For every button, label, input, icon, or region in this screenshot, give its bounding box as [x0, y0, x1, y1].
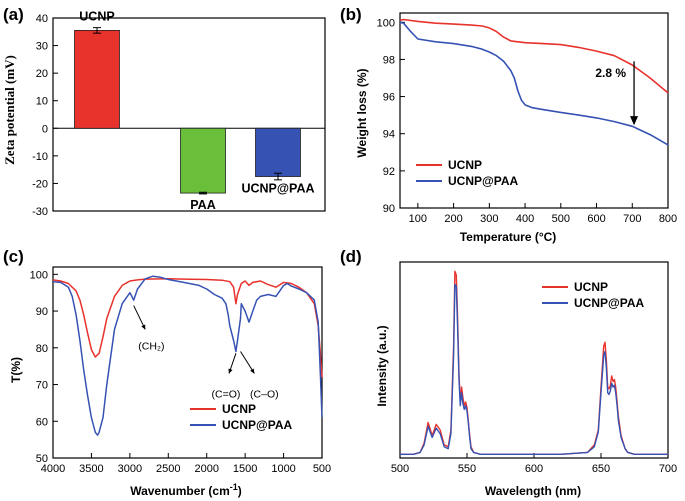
panel-b-series-line-0 — [399, 18, 669, 94]
panel-b-ylabel: Weight loss (%) — [355, 68, 369, 157]
panel-b-xtick-label: 700 — [623, 213, 641, 225]
panel-b-legend-label-1: UCNP@PAA — [448, 174, 518, 188]
panel-c-axes-frame — [52, 266, 323, 459]
panel-a-ytick-label: 30 — [36, 41, 48, 53]
panel-d-legend-label-1: UCNP@PAA — [574, 296, 644, 310]
panel-c-ytick-label: 70 — [36, 380, 48, 392]
panel-a-ytick-label: 0 — [42, 123, 48, 135]
panel-c-ytick-label: 90 — [36, 306, 48, 318]
panel-c-ytick-label: 80 — [36, 343, 48, 355]
panel-d-legend-label-0: UCNP — [574, 280, 608, 294]
panel-c-xtick-label: 4000 — [41, 463, 65, 475]
panel-c-annotation-ch2: (CH₂) — [138, 341, 164, 353]
panel-b-ytick-label: 92 — [383, 166, 395, 178]
panel-d-plot-area: 500 550 600 650 700 UCNP UCNP@PAA — [391, 261, 677, 475]
panel-c-annotation-ch2-arrow-head — [141, 324, 146, 330]
panel-b-ytick-label: 96 — [383, 92, 395, 104]
panel-b-xtick-label: 200 — [444, 213, 462, 225]
panel-b-xtick-label: 800 — [659, 213, 677, 225]
panel-c-label: (c) — [3, 247, 24, 266]
panel-d-label: (d) — [340, 247, 362, 266]
panel-a-bar-0 — [74, 30, 120, 129]
panel-c-annotation-c-o-arrow-head — [250, 368, 255, 374]
panel-c-ytick-label: 60 — [36, 416, 48, 428]
panel-b-xtick-label: 500 — [552, 213, 570, 225]
panel-b-axes-frame — [399, 12, 669, 209]
panel-c-series-line-1 — [52, 275, 323, 436]
panel-d-series-line-1 — [400, 283, 668, 455]
panel-c-xlabel-end: ) — [238, 484, 242, 498]
panel-b-label: (b) — [340, 5, 362, 24]
panel-c-legend-label-1: UCNP@PAA — [222, 418, 292, 432]
panel-b-annotation-arrowhead — [630, 116, 639, 126]
panel-a-ytick-label: -10 — [32, 151, 48, 163]
panel-a-ytick-label: 20 — [36, 68, 48, 80]
panel-c-annotation-co: (C=O) — [211, 388, 240, 400]
panel-a-zeta-potential: (a) Zeta potential (mV) -30 -20 -10 0 10 20 30… — [2, 5, 326, 218]
panel-a-axes-frame — [52, 17, 326, 212]
panel-a-bar-label-0: UCNP — [79, 9, 114, 23]
panel-c-plot-area: 4000 3500 3000 2500 2000 1500 1000 500 50 60 70 80 9… — [30, 266, 331, 475]
panel-a-bar-1 — [180, 127, 226, 194]
panel-c-ytick-label: 50 — [36, 453, 48, 465]
panel-c-annotation-c-o: (C–O) — [250, 388, 279, 400]
panel-d-axes-frame — [399, 261, 669, 459]
panel-a-bar-2 — [255, 127, 301, 177]
panel-c-xtick-label: 2000 — [194, 463, 218, 475]
panel-b-tga: (b) Weight loss (%) Temperature (°C) 100… — [340, 5, 677, 244]
panel-a-ytick-label: -30 — [32, 206, 48, 218]
panel-c-xtick-label: 1500 — [233, 463, 257, 475]
panel-c-xtick-label: 500 — [313, 463, 331, 475]
panel-c-xlabel-sup: -1 — [230, 482, 238, 492]
panel-b-legend-label-0: UCNP — [448, 158, 482, 172]
panel-b-xlabel: Temperature (°C) — [460, 230, 557, 244]
panel-c-ftir: (c) T(%) Wavenumber (cm-1) 4000 3500 3000 2… — [3, 247, 331, 498]
panel-b-xtick-label: 300 — [480, 213, 498, 225]
panel-c-xtick-label: 3000 — [118, 463, 142, 475]
panel-a-bar-label-1: PAA — [190, 198, 215, 212]
panel-b-series-line-1 — [399, 21, 669, 146]
panel-d-xtick-label: 550 — [458, 463, 476, 475]
panel-a-ytick-label: 40 — [36, 13, 48, 25]
panel-a-ytick-label: -20 — [32, 178, 48, 190]
panel-b-ytick-label: 94 — [383, 129, 395, 141]
panel-c-xtick-label: 2500 — [156, 463, 180, 475]
panel-b-ytick-label: 98 — [383, 54, 395, 66]
panel-c-xlabel-main: Wavenumber (cm — [130, 484, 230, 498]
panel-c-xlabel: Wavenumber (cm-1) — [130, 482, 242, 498]
panel-d-luminescence: (d) Intensity (a.u.) Wavelength (nm) 500… — [340, 247, 677, 498]
panel-d-xtick-label: 500 — [391, 463, 409, 475]
panel-a-bar-label-2: UCNP@PAA — [241, 182, 314, 196]
panel-c-ytick-label: 100 — [30, 269, 48, 281]
panel-a-plot-area: -30 -20 -10 0 10 20 30 40 UCNP PAA UCNP@PAA — [32, 9, 326, 218]
panel-a-ylabel: Zeta potential (mV) — [2, 55, 17, 165]
panel-b-annotation-label: 2.8 % — [595, 66, 626, 80]
panel-c-annotation-co-arrow-head — [228, 368, 233, 374]
panel-d-ylabel: Intensity (a.u.) — [375, 325, 389, 406]
panel-c-legend-label-0: UCNP — [222, 402, 256, 416]
panel-b-xtick-label: 100 — [409, 213, 427, 225]
panel-c-ylabel: T(%) — [9, 357, 23, 383]
panel-b-ytick-label: 90 — [383, 203, 395, 215]
panel-b-xtick-label: 600 — [587, 213, 605, 225]
panel-a-label: (a) — [3, 5, 24, 24]
panel-c-xtick-label: 1000 — [271, 463, 295, 475]
panel-c-xtick-label: 3500 — [79, 463, 103, 475]
panel-a-ytick-label: 10 — [36, 96, 48, 108]
panel-d-xtick-label: 650 — [592, 463, 610, 475]
panel-b-ytick-label: 100 — [377, 17, 395, 29]
panel-c-series-line-0 — [52, 278, 323, 378]
panel-b-xtick-label: 400 — [516, 213, 534, 225]
panel-d-xlabel: Wavelength (nm) — [485, 484, 581, 498]
panel-d-xtick-label: 700 — [659, 463, 677, 475]
panel-b-plot-area: 100 200 300 400 500 600 700 800 90 92 94 96 98 100 2.8… — [377, 12, 677, 225]
panel-d-xtick-label: 600 — [525, 463, 543, 475]
